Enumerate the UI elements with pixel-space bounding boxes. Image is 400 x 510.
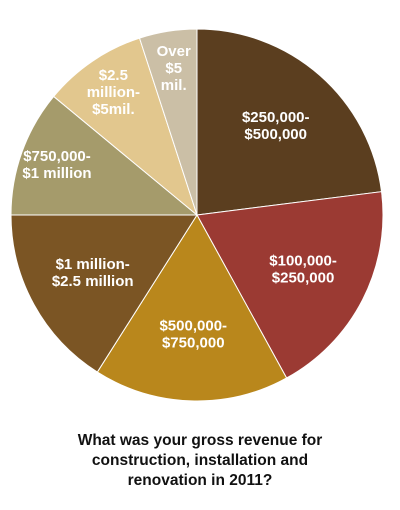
pie-slice — [138, 28, 198, 216]
slice-label: $100,000-$250,000 — [269, 253, 337, 287]
pie-slice — [196, 191, 384, 379]
pie-slice — [10, 214, 198, 373]
pie-slice — [52, 37, 199, 217]
pie-slice — [196, 28, 383, 216]
slice-label: $750,000-$1 million — [22, 148, 91, 182]
slice-label: $1 million-$2.5 million — [52, 256, 134, 290]
slice-label: Over $5 mil. — [157, 43, 191, 94]
pie-slice — [96, 214, 288, 402]
slice-label: $250,000-$500,000 — [242, 109, 310, 143]
pie-slice — [10, 95, 199, 216]
chart-title: What was your gross revenue for construct… — [78, 432, 323, 489]
slice-label: $2.5 million-$5mil. — [87, 67, 140, 118]
slice-label: $500,000-$750,000 — [159, 317, 227, 351]
